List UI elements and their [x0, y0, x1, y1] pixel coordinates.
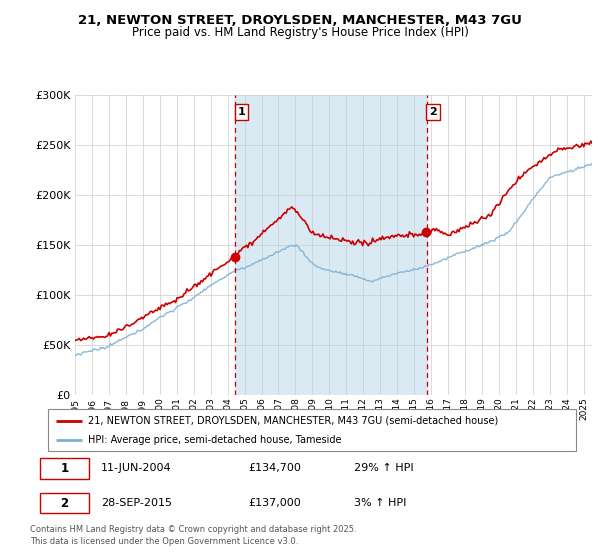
- Text: Contains HM Land Registry data © Crown copyright and database right 2025.
This d: Contains HM Land Registry data © Crown c…: [30, 525, 356, 546]
- Bar: [235, 95, 427, 395]
- Text: 29% ↑ HPI: 29% ↑ HPI: [354, 464, 414, 473]
- Text: 21, NEWTON STREET, DROYLSDEN, MANCHESTER, M43 7GU: 21, NEWTON STREET, DROYLSDEN, MANCHESTER…: [78, 14, 522, 27]
- FancyBboxPatch shape: [40, 493, 89, 514]
- Text: 2: 2: [429, 107, 437, 117]
- Text: 28-SEP-2015: 28-SEP-2015: [101, 498, 172, 508]
- Text: 11-JUN-2004: 11-JUN-2004: [101, 464, 172, 473]
- Text: 2: 2: [61, 497, 68, 510]
- Text: Price paid vs. HM Land Registry's House Price Index (HPI): Price paid vs. HM Land Registry's House …: [131, 26, 469, 39]
- Text: 1: 1: [238, 107, 245, 117]
- Text: 3% ↑ HPI: 3% ↑ HPI: [354, 498, 407, 508]
- FancyBboxPatch shape: [40, 458, 89, 479]
- Text: £137,000: £137,000: [248, 498, 301, 508]
- Text: £134,700: £134,700: [248, 464, 302, 473]
- Text: HPI: Average price, semi-detached house, Tameside: HPI: Average price, semi-detached house,…: [88, 435, 341, 445]
- Text: 21, NEWTON STREET, DROYLSDEN, MANCHESTER, M43 7GU (semi-detached house): 21, NEWTON STREET, DROYLSDEN, MANCHESTER…: [88, 416, 498, 426]
- Text: 1: 1: [61, 462, 68, 475]
- FancyBboxPatch shape: [48, 409, 576, 451]
